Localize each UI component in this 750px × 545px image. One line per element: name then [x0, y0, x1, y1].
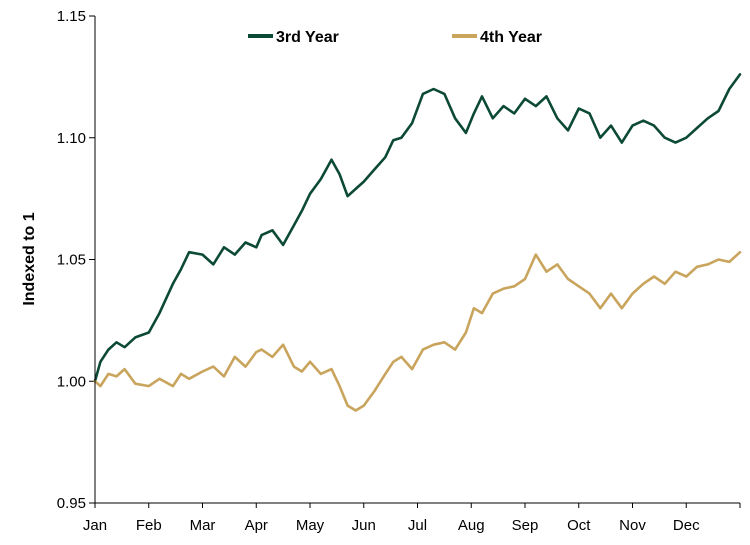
x-tick-label: Feb — [136, 517, 162, 534]
x-tick-label: Apr — [245, 517, 268, 534]
y-tick-label: 1.15 — [57, 8, 86, 25]
x-tick-label: Jul — [408, 517, 427, 534]
x-tick-label: Mar — [190, 517, 216, 534]
legend-label-3rd-year: 3rd Year — [276, 29, 339, 46]
legend: 3rd Year 4th Year — [248, 29, 542, 46]
y-tick-label: 1.05 — [57, 252, 86, 269]
x-tick-label: Jan — [83, 517, 107, 534]
y-tick-label: 0.95 — [57, 495, 86, 512]
x-tick-label: Jun — [352, 517, 376, 534]
x-tick-label: Oct — [567, 517, 591, 534]
series-line-4th-year — [93, 250, 742, 412]
x-tick-label: Dec — [673, 517, 700, 534]
legend-label-4th-year: 4th Year — [480, 29, 542, 46]
y-axis-title: Indexed to 1 — [21, 212, 38, 305]
x-axis-ticks: Jan Feb Mar Apr May Jun Jul Aug Sep Oct Nov Dec — [83, 503, 741, 534]
y-axis-ticks: 0.95 1.00 1.05 1.10 1.15 — [57, 8, 95, 512]
x-tick-label: Aug — [458, 517, 485, 534]
x-tick-label: May — [296, 517, 325, 534]
series-layer — [93, 73, 742, 412]
series-line-3rd-year — [93, 73, 742, 383]
y-tick-label: 1.00 — [57, 373, 86, 390]
x-tick-label: Sep — [512, 517, 539, 534]
y-tick-label: 1.10 — [57, 130, 86, 147]
x-tick-label: Nov — [619, 517, 646, 534]
